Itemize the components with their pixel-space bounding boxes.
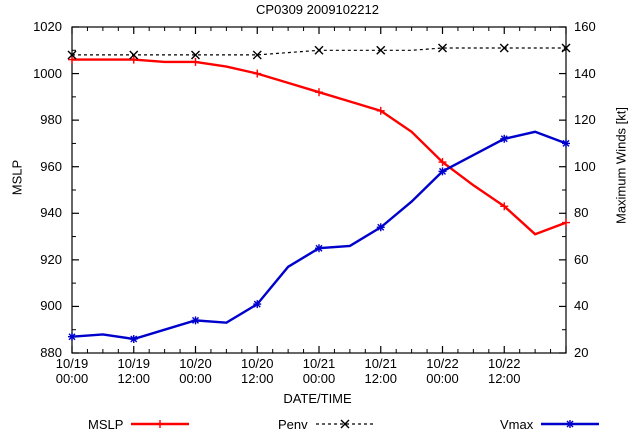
x-tick-date: 10/20 (240, 356, 274, 371)
legend-entry-vmax[interactable]: Vmax (500, 414, 601, 434)
y2-tick-label: 40 (574, 298, 589, 314)
data-point-marker (376, 223, 385, 232)
x-tick-label: 10/21 12:00 (341, 356, 421, 386)
x-tick-time: 12:00 (364, 371, 398, 386)
x-tick-date: 10/21 (364, 356, 398, 371)
data-point-marker (68, 332, 76, 341)
y-tick-label: 960 (40, 158, 62, 174)
data-point-marker (376, 106, 385, 115)
series-penv (67, 43, 571, 60)
data-point-marker (129, 55, 138, 64)
y-tick-label: 900 (40, 298, 62, 314)
data-point-marker (156, 420, 165, 428)
data-point-marker (499, 43, 509, 53)
y-tick-label: 1020 (33, 19, 62, 34)
x-tick-label: 10/22 12:00 (464, 356, 544, 386)
y-tick-label: 1000 (33, 65, 62, 81)
series-vmax (68, 130, 570, 344)
x-tick-label: 10/22 00:00 (403, 356, 483, 386)
data-point-marker (314, 45, 324, 55)
data-point-marker (191, 50, 200, 60)
x-tick-label: 10/21 00:00 (279, 356, 359, 386)
data-point-marker (315, 88, 323, 97)
data-point-marker (129, 335, 138, 344)
legend-label: MSLP (88, 416, 124, 432)
data-point-marker (438, 167, 447, 176)
data-point-marker (376, 45, 386, 55)
series-line (72, 58, 567, 236)
data-point-marker (252, 50, 262, 60)
series-line (72, 47, 566, 56)
x-tick-time: 12:00 (240, 371, 274, 386)
series-mslp (68, 55, 570, 236)
y-tick-label: 920 (40, 251, 62, 267)
x-tick-label: 10/20 00:00 (156, 356, 236, 386)
data-point-marker (438, 43, 447, 53)
data-point-marker (438, 158, 447, 167)
chart-title: CP0309 2009102212 (256, 2, 379, 17)
data-point-marker (340, 419, 350, 429)
y2-tick-label: 120 (574, 112, 596, 128)
axis-ticks (71, 26, 567, 354)
legend-label: Vmax (500, 416, 534, 432)
y-tick-label: 980 (40, 112, 62, 128)
x-axis-title: DATE/TIME (283, 391, 352, 406)
y-tick-label: 880 (40, 345, 62, 360)
x-tick-label: 10/19 00:00 (32, 356, 112, 386)
legend-swatch-vmax (541, 420, 600, 428)
data-point-marker (67, 50, 77, 60)
data-point-marker (315, 244, 323, 253)
x-tick-time: 00:00 (55, 371, 89, 386)
x-tick-label: 10/20 12:00 (217, 356, 297, 386)
y2-tick-label: 160 (574, 19, 596, 34)
data-point-marker (562, 218, 570, 227)
plot-frame (71, 26, 567, 354)
y2-tick-label: 60 (574, 251, 589, 267)
x-tick-date: 10/20 (179, 356, 212, 371)
x-tick-time: 00:00 (179, 371, 212, 386)
data-point-marker (500, 134, 509, 143)
data-point-marker (253, 69, 262, 78)
x-tick-time: 00:00 (302, 371, 336, 386)
data-point-marker (562, 139, 570, 148)
x-tick-date: 10/21 (302, 356, 336, 371)
data-point-marker (191, 316, 200, 325)
y2-tick-label: 100 (574, 158, 596, 174)
x-tick-time: 12:00 (487, 371, 521, 386)
y-tick-label: 940 (40, 205, 62, 221)
legend-entry-penv[interactable]: Penv (278, 414, 376, 434)
chart-legend: MSLP Penv Vmax (0, 414, 635, 436)
data-point-marker (129, 50, 139, 60)
x-tick-time: 00:00 (426, 371, 459, 386)
x-tick-date: 10/19 (55, 356, 89, 371)
data-point-marker (561, 43, 571, 53)
legend-entry-mslp[interactable]: MSLP (88, 414, 191, 434)
x-tick-date: 10/22 (426, 356, 459, 371)
data-point-marker (566, 420, 575, 428)
legend-label: Penv (278, 416, 308, 432)
y2-tick-label: 80 (574, 205, 589, 221)
y2-tick-label: 20 (574, 345, 589, 360)
data-point-marker (500, 202, 509, 211)
data-point-marker (253, 300, 262, 309)
x-tick-date: 10/22 (487, 356, 521, 371)
series-line (71, 130, 567, 341)
y2-tick-label: 140 (574, 65, 596, 81)
data-series-group (67, 43, 571, 344)
legend-swatch-mslp (131, 420, 190, 428)
plot-border (71, 26, 567, 354)
x-tick-label: 10/19 12:00 (94, 356, 174, 386)
x-tick-time: 12:00 (117, 371, 151, 386)
legend-swatch-penv (315, 419, 374, 429)
x-tick-date: 10/19 (117, 356, 151, 371)
data-point-marker (191, 57, 200, 66)
data-point-marker (68, 55, 76, 64)
